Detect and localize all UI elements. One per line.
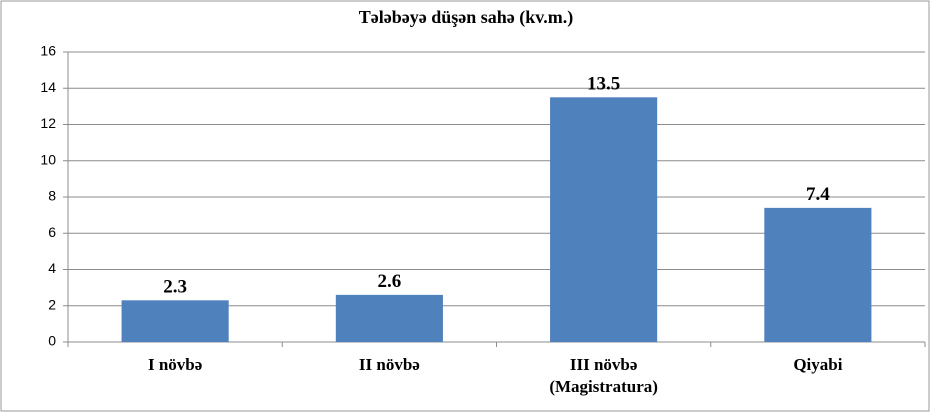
y-tick-label: 14	[40, 79, 56, 95]
y-tick-label: 12	[40, 115, 56, 131]
bar	[550, 97, 658, 342]
data-label: 7.4	[806, 184, 830, 205]
x-tick-label: Qiyabi	[793, 355, 843, 374]
data-label: 2.3	[163, 277, 187, 298]
y-tick-label: 0	[48, 333, 56, 349]
x-tick-label: II növbə	[358, 355, 420, 374]
y-tick-label: 2	[48, 296, 56, 312]
data-label: 2.6	[378, 271, 402, 292]
y-tick-label: 6	[48, 224, 56, 240]
bar	[121, 300, 229, 342]
x-tick-label: III növbə (Magistratura)	[549, 355, 658, 396]
chart-title: Tələbəyə düşən sahə (kv.m.)	[359, 7, 574, 28]
data-label: 13.5	[587, 74, 620, 95]
bar	[764, 207, 872, 342]
x-tick-label: I növbə	[147, 355, 203, 374]
y-tick-label: 4	[48, 260, 56, 276]
y-tick-label: 10	[40, 151, 56, 167]
y-tick-label: 16	[40, 43, 56, 59]
bar	[335, 294, 443, 342]
y-tick-label: 8	[48, 188, 56, 204]
